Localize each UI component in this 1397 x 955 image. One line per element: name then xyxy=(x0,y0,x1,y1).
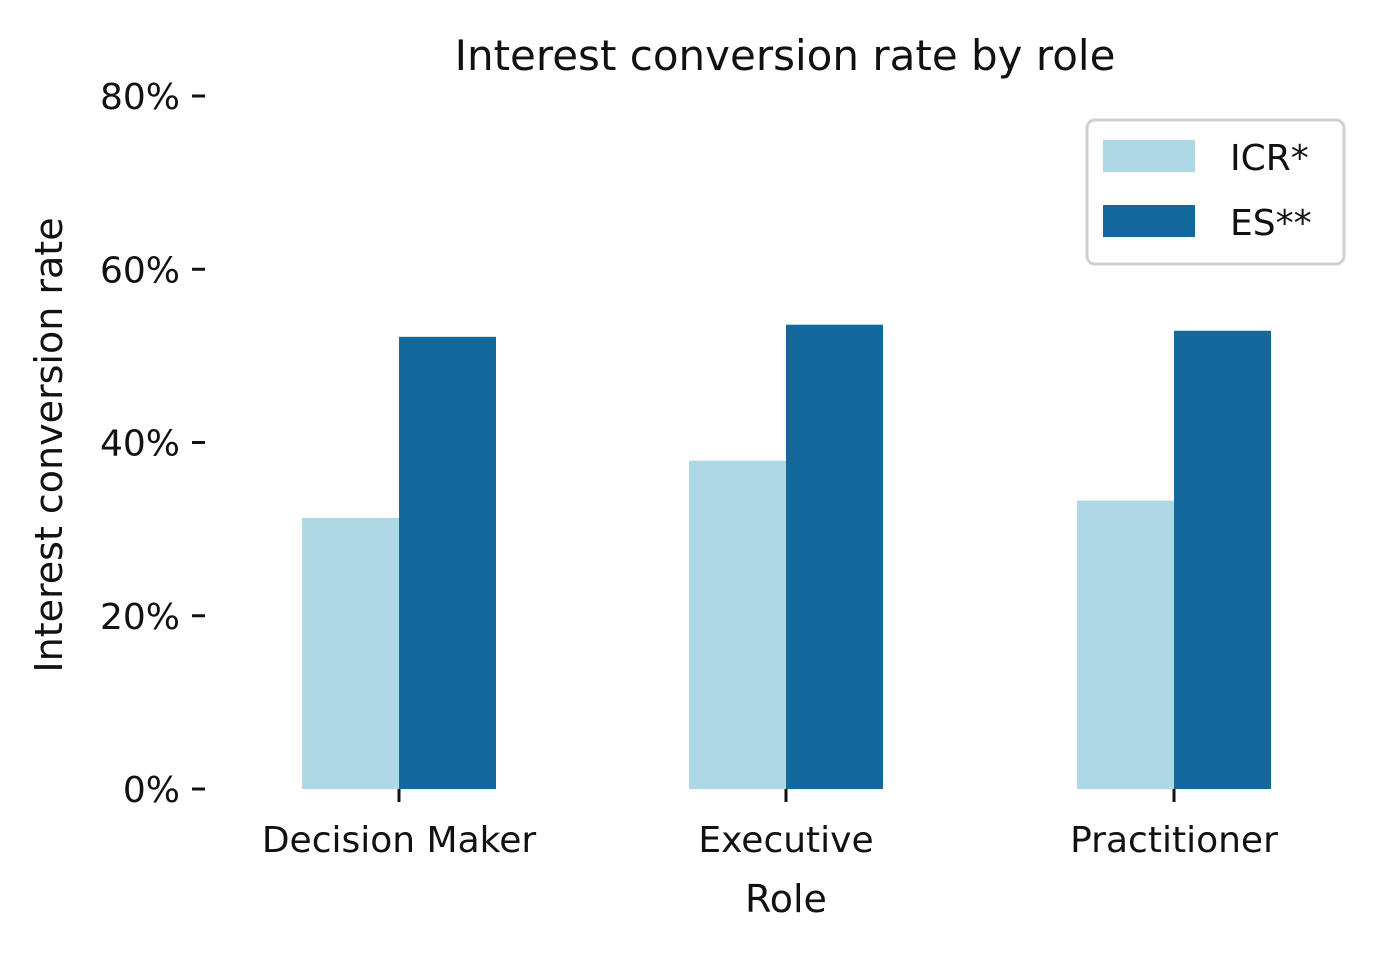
bar-icr-practitioner xyxy=(1077,500,1174,789)
x-axis: Decision Maker Executive Practitioner xyxy=(262,789,1278,861)
legend-label-es: ES** xyxy=(1230,203,1312,244)
plot-area xyxy=(302,324,1271,789)
legend-swatch-icr xyxy=(1103,140,1195,172)
y-axis-label: Interest conversion rate xyxy=(27,217,71,672)
y-tick-label: 20% xyxy=(100,597,180,638)
bar-es-executive xyxy=(786,324,883,789)
x-tick-label: Practitioner xyxy=(1070,820,1278,861)
bar-es-practitioner xyxy=(1174,330,1271,789)
bar-icr-decision-maker xyxy=(302,517,399,789)
bar-icr-executive xyxy=(689,460,786,789)
y-tick-label: 80% xyxy=(100,77,180,118)
y-tick-label: 40% xyxy=(100,424,180,465)
legend-swatch-es xyxy=(1103,205,1195,237)
x-tick-label: Decision Maker xyxy=(262,820,537,861)
bar-es-decision-maker xyxy=(399,336,496,789)
chart-title: Interest conversion rate by role xyxy=(455,31,1116,80)
legend: ICR* ES** xyxy=(1085,118,1346,266)
legend-label-icr: ICR* xyxy=(1230,138,1309,179)
x-tick-label: Executive xyxy=(698,820,873,861)
y-axis: 0% 20% 40% 60% 80% xyxy=(100,77,205,811)
y-tick-label: 0% xyxy=(123,770,180,811)
x-axis-label: Role xyxy=(745,877,827,921)
y-tick-label: 60% xyxy=(100,250,180,291)
